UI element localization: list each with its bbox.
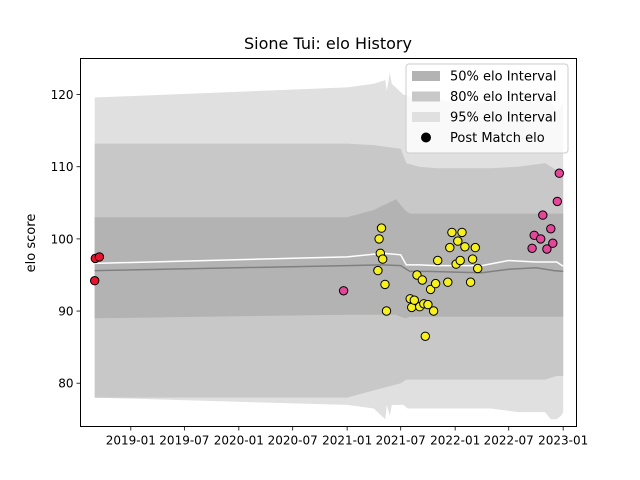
data-point-33 — [465, 277, 476, 287]
legend-swatch-1 — [412, 71, 440, 81]
data-point-27 — [447, 227, 457, 238]
data-point-6 — [374, 234, 384, 244]
data-point-23 — [430, 278, 441, 289]
data-point-8 — [376, 223, 387, 233]
legend-label-4: Post Match elo — [450, 131, 545, 146]
data-point-37 — [527, 243, 537, 254]
y-tick-label-4: 110 — [51, 160, 74, 174]
legend-swatch-3 — [412, 112, 440, 122]
x-tick-label-7: 2022-01 — [430, 434, 480, 448]
data-point-36 — [473, 263, 483, 274]
data-point-34 — [467, 254, 478, 264]
data-point-5 — [373, 265, 383, 276]
x-tick-label-3: 2020-01 — [214, 434, 264, 448]
data-point-40 — [538, 210, 548, 220]
y-tick-label-1: 80 — [58, 377, 73, 391]
data-point-45 — [554, 168, 564, 178]
legend-label-3: 95% elo Interval — [450, 111, 557, 126]
y-tick-label-2: 90 — [58, 305, 73, 319]
plot-area — [90, 72, 564, 420]
axes: 2019-01 2019-07 2020-01 2020-07 2021-01 2021-… — [51, 88, 589, 447]
x-tick-label-1: 2019-01 — [106, 434, 156, 448]
data-point-20 — [423, 299, 433, 310]
data-point-32 — [460, 242, 470, 252]
chart-title: Sione Tui: elo History — [244, 34, 412, 53]
y-axis-label: elo score — [24, 214, 39, 273]
data-point-35 — [470, 242, 480, 253]
data-point-30 — [455, 255, 465, 266]
legend-box — [405, 63, 569, 154]
data-point-42 — [546, 224, 556, 234]
data-point-22 — [428, 306, 439, 316]
x-tick-label-6: 2021-07 — [376, 434, 426, 448]
data-point-25 — [443, 277, 453, 287]
legend-marker-4 — [421, 132, 431, 143]
band-3 — [94, 199, 564, 319]
data-point-29 — [453, 236, 463, 246]
data-point-1 — [90, 276, 100, 286]
legend-swatch-2 — [412, 91, 440, 102]
data-point-26 — [445, 242, 455, 253]
data-point-44 — [552, 196, 562, 207]
data-point-11 — [381, 306, 392, 316]
data-point-10 — [380, 279, 390, 290]
data-point-19 — [420, 331, 430, 341]
data-point-4 — [338, 286, 349, 296]
data-point-14 — [409, 295, 419, 305]
x-tick-label-9: 2023-01 — [538, 434, 588, 448]
legend-label-1: 50% elo Interval — [450, 70, 557, 85]
data-point-21 — [425, 284, 436, 295]
data-point-43 — [548, 238, 558, 248]
x-tick-label-2: 2019-07 — [159, 434, 209, 448]
y-tick-label-5: 120 — [51, 88, 74, 102]
data-point-39 — [536, 234, 546, 244]
data-point-9 — [378, 254, 388, 264]
median-line — [94, 264, 564, 274]
data-point-24 — [433, 255, 443, 266]
data-point-3 — [94, 252, 105, 262]
data-point-41 — [542, 244, 552, 254]
legend: 50% elo Interval 80% elo Interval 95% elo … — [405, 63, 569, 154]
y-tick-label-3: 100 — [51, 232, 74, 246]
data-point-17 — [417, 275, 427, 285]
plot-frame — [80, 58, 577, 427]
x-tick-label-8: 2022-07 — [484, 434, 534, 448]
x-tick-label-5: 2021-01 — [322, 434, 372, 448]
data-point-31 — [457, 227, 467, 238]
x-tick-label-4: 2020-07 — [268, 434, 318, 448]
legend-label-2: 80% elo Interval — [450, 90, 557, 105]
